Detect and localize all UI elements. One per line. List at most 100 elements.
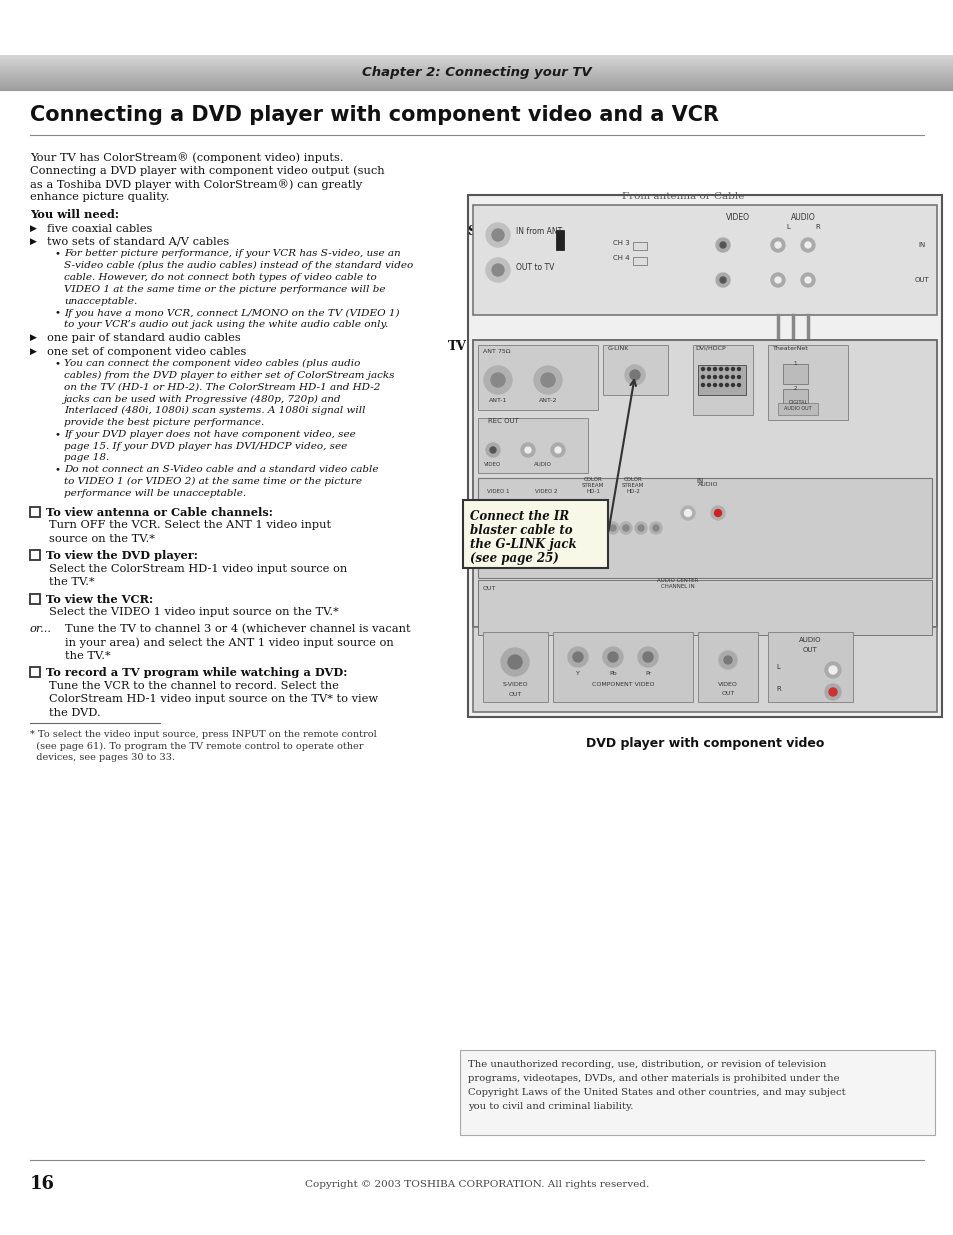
Circle shape: [579, 525, 585, 531]
Circle shape: [824, 684, 841, 700]
Circle shape: [731, 375, 734, 378]
Text: one pair of standard audio cables: one pair of standard audio cables: [47, 333, 240, 343]
Circle shape: [485, 224, 510, 247]
Bar: [778, 403, 817, 415]
Circle shape: [724, 375, 728, 378]
Bar: [633, 257, 646, 266]
Text: •: •: [55, 466, 61, 474]
Text: From antenna or Cable: From antenna or Cable: [621, 191, 743, 201]
Circle shape: [491, 373, 504, 387]
Circle shape: [485, 258, 510, 282]
Circle shape: [684, 510, 691, 516]
Text: •: •: [55, 359, 61, 368]
Text: (see page 61). To program the TV remote control to operate other: (see page 61). To program the TV remote …: [30, 742, 363, 751]
Text: Tune the VCR to the channel to record. Select the: Tune the VCR to the channel to record. S…: [49, 680, 338, 690]
Text: To view antenna or Cable channels:: To view antenna or Cable channels:: [46, 506, 273, 517]
Circle shape: [577, 522, 588, 534]
Circle shape: [716, 238, 729, 252]
Bar: [602, 345, 667, 395]
Circle shape: [652, 525, 659, 531]
Text: Y: Y: [576, 671, 579, 676]
Text: unacceptable.: unacceptable.: [64, 296, 137, 306]
Circle shape: [828, 666, 836, 674]
Bar: [477, 580, 931, 635]
Circle shape: [555, 447, 560, 453]
Text: ▶: ▶: [30, 224, 37, 232]
Circle shape: [524, 447, 531, 453]
Circle shape: [492, 264, 503, 275]
Text: OUT: OUT: [914, 277, 928, 283]
Circle shape: [707, 384, 710, 387]
Bar: [782, 389, 807, 409]
Text: source on the TV.*: source on the TV.*: [49, 534, 154, 543]
Circle shape: [500, 648, 529, 676]
Text: To view the DVD player:: To view the DVD player:: [46, 551, 197, 561]
Text: the TV.*: the TV.*: [65, 651, 111, 661]
Bar: [767, 345, 847, 420]
Circle shape: [573, 652, 582, 662]
Circle shape: [804, 242, 810, 248]
Text: cable. However, do not connect both types of video cable to: cable. However, do not connect both type…: [64, 273, 376, 282]
Circle shape: [507, 655, 521, 669]
Text: jacks can be used with Progressive (480p, 720p) and: jacks can be used with Progressive (480p…: [64, 394, 341, 404]
Circle shape: [707, 375, 710, 378]
Bar: [473, 340, 936, 627]
Circle shape: [716, 273, 729, 287]
Bar: [482, 632, 547, 701]
Circle shape: [724, 368, 728, 370]
Text: TV: TV: [448, 340, 467, 353]
Text: Connecting a DVD player with component video output (such: Connecting a DVD player with component v…: [30, 165, 384, 177]
Text: two sets of standard A/V cables: two sets of standard A/V cables: [47, 237, 229, 247]
Bar: [698, 632, 758, 701]
Circle shape: [592, 522, 603, 534]
Text: CH 3: CH 3: [613, 240, 629, 246]
Bar: [556, 230, 563, 249]
Circle shape: [595, 525, 600, 531]
Text: AUDIO: AUDIO: [798, 637, 821, 643]
Text: to your VCR’s audio out jack using the white audio cable only.: to your VCR’s audio out jack using the w…: [64, 320, 388, 330]
Text: ▶: ▶: [30, 237, 37, 246]
Bar: [30, 594, 40, 604]
Bar: [462, 500, 607, 568]
Text: IN: IN: [918, 242, 924, 248]
Text: For better picture performance, if your VCR has S-video, use an: For better picture performance, if your …: [64, 249, 400, 258]
Circle shape: [494, 527, 505, 538]
Text: If your DVD player does not have component video, see: If your DVD player does not have compone…: [64, 430, 355, 438]
Circle shape: [720, 277, 725, 283]
Circle shape: [700, 368, 703, 370]
Text: devices, see pages 30 to 33.: devices, see pages 30 to 33.: [30, 753, 175, 762]
Text: The unauthorized recording, use, distribution, or revision of television: The unauthorized recording, use, distrib…: [468, 1060, 825, 1070]
Circle shape: [719, 651, 737, 669]
Circle shape: [720, 242, 725, 248]
Text: VIDEO 1: VIDEO 1: [486, 489, 509, 494]
Text: L: L: [775, 664, 779, 671]
Text: 1: 1: [792, 361, 796, 366]
Text: G-LINK: G-LINK: [607, 346, 629, 351]
Text: provide the best picture performance.: provide the best picture performance.: [64, 419, 264, 427]
Text: OUT to TV: OUT to TV: [516, 263, 554, 272]
Circle shape: [488, 521, 512, 545]
Circle shape: [770, 238, 784, 252]
Text: on the TV (HD-1 or HD-2). The ColorStream HD-1 and HD-2: on the TV (HD-1 or HD-2). The ColorStrea…: [64, 383, 380, 391]
Circle shape: [719, 384, 721, 387]
Circle shape: [531, 521, 555, 545]
Text: •: •: [55, 249, 61, 258]
Circle shape: [551, 443, 564, 457]
Bar: [767, 632, 852, 701]
Bar: [473, 627, 936, 713]
Text: performance will be unacceptable.: performance will be unacceptable.: [64, 489, 246, 498]
Bar: [692, 345, 752, 415]
Text: COLOR
STREAM
HD-1: COLOR STREAM HD-1: [581, 478, 603, 494]
Circle shape: [483, 366, 512, 394]
Text: OUT: OUT: [482, 585, 496, 592]
Bar: [30, 667, 40, 677]
Circle shape: [804, 277, 810, 283]
Text: DIGITAL
AUDIO OUT: DIGITAL AUDIO OUT: [783, 400, 811, 411]
Text: DVI/HDCP: DVI/HDCP: [695, 346, 725, 351]
Text: Do not connect an S-Video cable and a standard video cable: Do not connect an S-Video cable and a st…: [64, 466, 378, 474]
Circle shape: [635, 522, 646, 534]
Text: AUDIO: AUDIO: [534, 462, 552, 467]
Circle shape: [642, 652, 652, 662]
Circle shape: [719, 375, 721, 378]
Text: OUT: OUT: [508, 692, 521, 697]
